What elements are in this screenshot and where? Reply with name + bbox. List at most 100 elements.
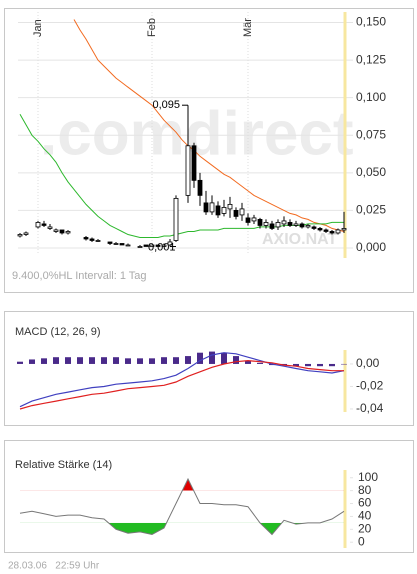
candle-body [59,229,65,234]
x-tick-label: Mär [242,18,254,37]
histogram-bar [173,357,179,364]
candle-body [269,223,275,229]
annotation: 0,001 [148,241,176,253]
candle-body [143,244,149,247]
macd-line [19,352,345,408]
histogram-bar [77,357,83,364]
histogram-bar [125,358,131,364]
candle-body [239,208,245,216]
candle-body [185,145,191,196]
macd-line [19,359,344,410]
candle-body [149,244,155,247]
y-tick-label: 80 [358,483,372,497]
candle-body [107,241,113,244]
candle-body [65,231,71,234]
y-tick-label: -0,02 [356,379,384,393]
candle-body [161,244,167,247]
y-tick-label: 0,100 [356,90,386,104]
histogram-bar [113,357,119,364]
timestamp: 28.03.06 22:59 Uhr [8,561,100,572]
candle-body [299,223,305,228]
watermark: .comdirect [40,99,354,168]
candle-body [215,205,221,216]
candle-body [89,238,95,241]
histogram-bar [209,351,215,364]
candle-body [257,219,263,226]
candle-body [203,202,209,213]
rsi-line [19,477,345,536]
moving-average [73,19,345,232]
y-tick-label: 0,075 [356,127,386,141]
y-tick-label: 20 [358,521,372,535]
y-tick-label: 0,025 [356,203,386,217]
y-tick-label: 60 [358,496,372,510]
candle-body [263,222,269,226]
histogram-bar [329,363,335,367]
candle-body [323,229,329,232]
candle-body [167,241,173,246]
y-tick-label: 0,00 [356,356,380,370]
candle-body [47,226,53,229]
histogram-bar [41,358,47,364]
histogram-bar [221,352,227,364]
histogram-bar [233,356,239,364]
candle-body [95,240,101,242]
x-tick-label: Feb [146,18,158,37]
histogram-bar [245,360,251,364]
candle-body [191,145,197,181]
annotation: 0,095 [152,99,180,111]
histogram-bar [137,358,143,364]
candle-body [197,179,203,196]
histogram-bar [65,357,71,364]
histogram-bar [185,356,191,364]
candle-body [329,231,335,234]
candle-body [41,223,47,226]
y-tick-label: 0,150 [356,15,386,29]
y-tick-label: 0,000 [356,240,386,254]
candle-body [53,229,59,232]
panel-title: Relative Stärke (14) [15,459,112,471]
y-tick-label: 40 [358,509,372,523]
y-tick-label: 0,125 [356,52,386,66]
candle-body [35,222,41,228]
rsi-panel [4,440,414,553]
x-tick-label: Jan [32,19,44,37]
y-tick-label: 100 [358,470,378,484]
histogram-bar [293,363,299,367]
candle-body [227,203,233,210]
candle-body [311,226,317,229]
candle-body [305,225,311,228]
candle-body [281,220,287,225]
candle-body [113,243,119,245]
candle-body [251,217,257,222]
histogram-bar [53,357,59,364]
histogram-bar [305,363,311,367]
candle-body [293,223,299,226]
note: 9.400,0%HL Intervall: 1 Tag [12,270,147,282]
candle-body [221,207,227,214]
candle-body [341,228,347,231]
histogram-bar [161,357,167,364]
candle-body [209,202,215,213]
oversold-fill [108,522,321,535]
candle-body [23,232,29,235]
panel-title: MACD (12, 26, 9) [15,326,101,338]
y-tick-label: 0,050 [356,165,386,179]
candle-body [125,244,131,247]
y-tick-label: -0,04 [356,401,384,415]
histogram-bar [101,357,107,364]
candle-body [83,237,89,240]
candle-body [137,246,143,248]
histogram-bar [341,363,347,365]
candle-body [317,228,323,231]
y-tick-label: 0 [358,534,365,548]
candle-body [335,229,341,234]
candle-body [155,244,161,247]
candle-body [173,197,179,241]
histogram-bar [257,362,263,364]
histogram-bar [89,357,95,364]
candle-body [233,210,239,217]
candle-body [119,243,125,246]
histogram-bar [197,352,203,364]
